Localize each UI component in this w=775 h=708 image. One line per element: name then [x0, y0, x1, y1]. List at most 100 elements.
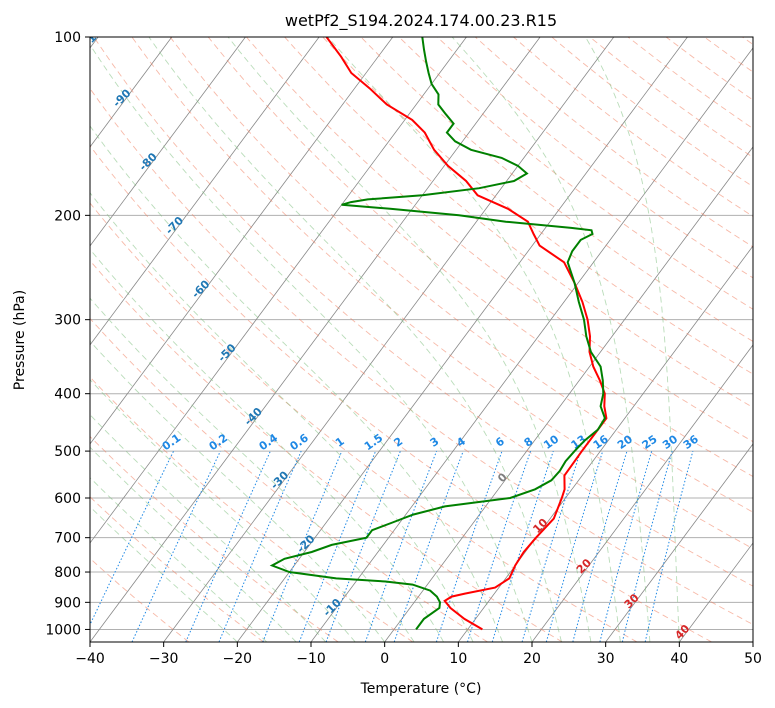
- isotherm-label: -70: [163, 214, 186, 237]
- isotherm-label: -100: [81, 20, 110, 49]
- mixing-ratio-line: [364, 450, 438, 642]
- y-tick-label: 600: [54, 491, 81, 507]
- moist-adiabat-line: [227, 37, 592, 642]
- x-tick-label: 40: [670, 651, 688, 667]
- mixing-ratio-line: [467, 450, 532, 642]
- isotherm-line: [310, 47, 753, 642]
- dry-adiabat-line: [90, 145, 712, 642]
- moist-adiabat-line: [585, 37, 680, 642]
- y-axis-label: Pressure (hPa): [12, 290, 28, 390]
- dry-adiabat-line: [90, 87, 753, 625]
- mixing-ratio-label: 4: [454, 435, 468, 450]
- chart-title: wetPf2_S194.2024.174.00.23.R15: [285, 11, 557, 31]
- isotherm-line: [605, 443, 753, 642]
- mixing-ratio-label: 1.5: [362, 431, 385, 453]
- mixing-ratio-label: 10: [541, 432, 561, 452]
- dry-adiabat-line: [551, 37, 753, 188]
- dry-adiabat-line: [665, 37, 753, 101]
- isotherm-label: -50: [215, 341, 238, 364]
- mixing-ratio-label: 25: [640, 433, 660, 452]
- mixing-ratio-line: [131, 450, 221, 642]
- isotherm-label: -80: [137, 150, 160, 173]
- isotherm-line: [458, 245, 753, 642]
- y-tick-label: 800: [54, 565, 81, 581]
- dry-adiabat-line: [704, 37, 753, 73]
- y-tick-label: 900: [54, 595, 81, 611]
- mixing-ratio-label: 0.4: [257, 431, 281, 453]
- dry-adiabat-line: [90, 435, 339, 642]
- mixing-ratio-line: [572, 450, 628, 642]
- isotherm-line: [752, 641, 753, 642]
- mixing-ratio-line: [393, 450, 464, 642]
- mixing-ratio-label: 0.2: [207, 431, 230, 453]
- isotherm-line: [90, 37, 320, 346]
- moist-adiabat-line: [90, 446, 297, 642]
- temperature-profile-line: [325, 37, 608, 631]
- x-tick-label: −40: [75, 651, 105, 667]
- isotherm-label: -60: [189, 277, 212, 300]
- x-tick-label: 30: [597, 651, 615, 667]
- x-axis-label: Temperature (°C): [360, 681, 482, 697]
- axis-ticks: −40 −30 −20 −10 0 10 20 30 40 50 1000 900 800 700 600 5…: [45, 30, 762, 667]
- dry-adiabat-line: [360, 37, 753, 342]
- isotherm-label: -40: [242, 405, 265, 428]
- mixing-ratio-label: 36: [681, 432, 701, 452]
- mixing-ratio-line: [644, 450, 694, 642]
- moist-adiabat-line: [90, 477, 268, 642]
- isotherm-line: [90, 37, 467, 544]
- plot-frame: [89, 36, 754, 643]
- mixing-ratio-label: 3: [428, 435, 442, 450]
- dry-adiabat-line: [513, 37, 753, 218]
- dry-adiabat-line: [90, 317, 488, 642]
- isotherm-label: 30: [622, 591, 642, 611]
- x-tick-label: −10: [296, 651, 326, 667]
- y-tick-label: 300: [54, 313, 81, 329]
- x-tick-label: −30: [149, 651, 179, 667]
- x-tick-label: −20: [223, 651, 253, 667]
- isotherm-line: [531, 344, 753, 642]
- y-tick-label: 400: [54, 387, 81, 403]
- dry-adiabat-line: [90, 496, 264, 642]
- dry-adiabat-line: [284, 37, 753, 409]
- mixing-ratio-label: 0.6: [287, 431, 311, 453]
- dry-adiabat-line: [398, 37, 753, 310]
- mixing-ratio-label: 1: [333, 435, 347, 450]
- dry-adiabat-line: [207, 37, 753, 478]
- dry-adiabat-line: [131, 37, 753, 550]
- mixing-ratio-line: [298, 450, 377, 642]
- moist-adiabat-line: [90, 378, 356, 642]
- y-tick-label: 500: [54, 444, 81, 460]
- isotherm-label: -30: [268, 468, 291, 491]
- mixing-ratio-line: [599, 450, 653, 642]
- mixing-ratio-line: [325, 450, 401, 642]
- dewpoint-profile-line: [269, 37, 607, 630]
- moist-adiabat-line: [90, 340, 386, 642]
- mixing-ratio-line: [545, 450, 604, 642]
- x-tick-label: 50: [744, 651, 762, 667]
- x-tick-label: 10: [449, 651, 467, 667]
- moist-adiabat-line: [90, 506, 238, 642]
- isotherm-line: [90, 37, 173, 148]
- mixing-ratio-line: [90, 450, 175, 626]
- x-tick-label: 20: [523, 651, 541, 667]
- isotherm-line: [384, 146, 753, 642]
- isotherm-line: [163, 37, 615, 642]
- dry-adiabat-line: [322, 37, 753, 375]
- mixing-ratio-label: 6: [493, 435, 507, 450]
- mixing-ratio-line: [218, 450, 302, 642]
- mixing-ratio-label: 30: [660, 432, 680, 452]
- moist-adiabat-line: [148, 37, 562, 642]
- isotherm-line: [90, 37, 394, 445]
- y-tick-label: 100: [54, 30, 81, 46]
- plot-area: 0.1 0.2 0.4 0.6 1 1.5 2 3 4 6 8 10 13 16 20 25 30 36-100-…: [81, 20, 753, 642]
- dry-adiabat-line: [90, 259, 563, 642]
- mixing-ratio-line: [521, 450, 582, 642]
- moist-adiabat-line: [90, 43, 533, 642]
- moist-adiabat-line: [90, 414, 327, 642]
- isotherm-label: 40: [672, 622, 692, 642]
- dry-adiabat-line: [93, 37, 753, 587]
- mixing-ratio-label: 2: [391, 435, 405, 450]
- x-tick-label: 0: [380, 651, 389, 667]
- moist-adiabat-line: [90, 192, 474, 642]
- y-tick-label: 700: [54, 531, 81, 547]
